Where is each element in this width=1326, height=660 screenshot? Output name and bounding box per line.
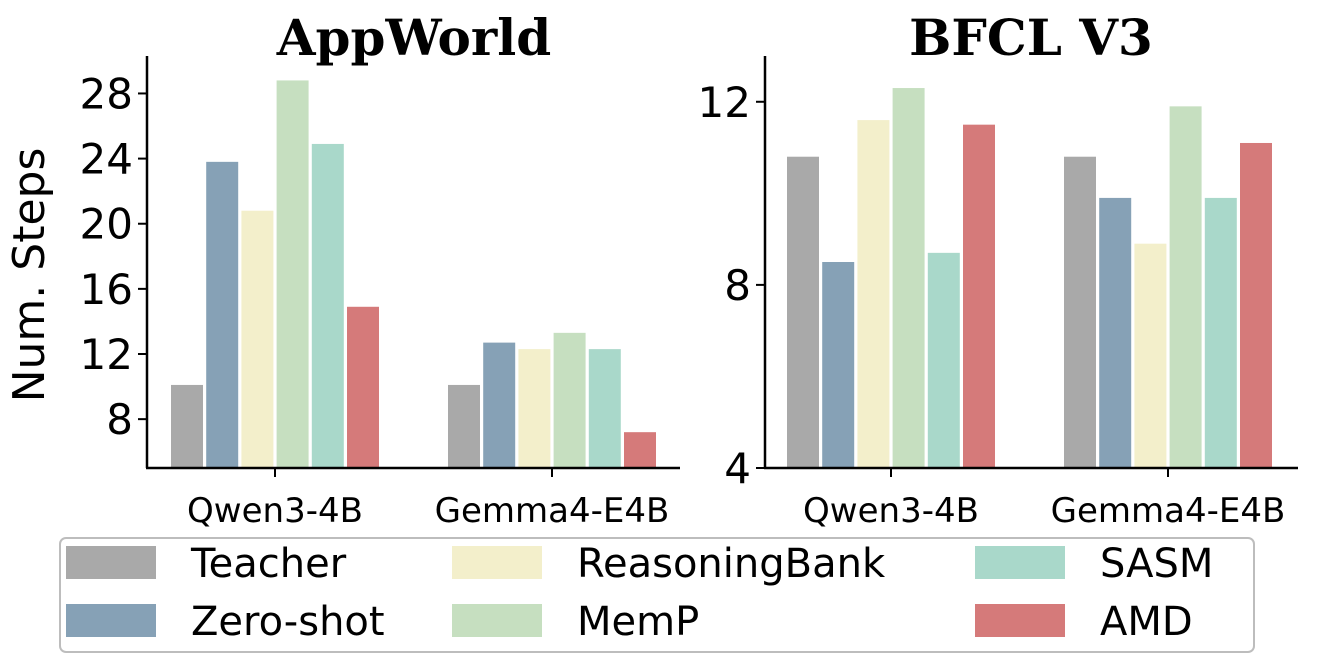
legend-label: AMD (1100, 599, 1193, 645)
legend-label: Teacher (190, 541, 347, 587)
bfcl-y-ticks: 4 8 12 (698, 78, 765, 493)
y-tick-label: 4 (724, 444, 751, 493)
y-tick-label: 12 (698, 78, 751, 127)
bar-amd-gemma4-e4b (624, 432, 656, 468)
legend: Teacher Zero-shot ReasoningBank MemP SASM AMD (59, 537, 1255, 653)
appworld-y-ticks: 8 12 16 20 24 28 (80, 69, 147, 444)
legend-frame (59, 537, 1255, 653)
bar-sasm-qwen3-4b (927, 252, 960, 468)
legend-label: Zero-shot (191, 599, 385, 645)
legend-swatch (452, 546, 542, 579)
y-tick-label: 12 (80, 330, 133, 379)
bfcl-bars (787, 88, 1272, 469)
bar-amd-qwen3-4b (963, 124, 995, 469)
bar-reasoningbank-qwen3-4b (241, 210, 274, 468)
appworld-category-label: Gemma4-E4B (435, 491, 670, 531)
bar-memp-qwen3-4b (276, 80, 309, 468)
legend-swatch (975, 546, 1065, 579)
y-tick-label: 20 (80, 200, 133, 249)
legend-label: ReasoningBank (577, 541, 886, 587)
appworld-bars (171, 80, 656, 469)
legend-items: Teacher Zero-shot ReasoningBank MemP SASM AMD (66, 541, 1213, 645)
bar-teacher-qwen3-4b (787, 156, 819, 468)
bar-reasoningbank-gemma4-e4b (1134, 243, 1167, 468)
appworld-title: AppWorld (276, 8, 551, 67)
appworld-category-label: Qwen3-4B (187, 491, 363, 531)
bar-reasoningbank-gemma4-e4b (518, 349, 551, 468)
bar-amd-qwen3-4b (347, 306, 379, 468)
bar-memp-qwen3-4b (892, 88, 925, 469)
legend-swatch (452, 604, 542, 637)
bar-teacher-gemma4-e4b (448, 384, 480, 468)
bfcl-title: BFCL V3 (909, 8, 1153, 67)
bar-sasm-gemma4-e4b (1204, 197, 1237, 468)
legend-swatch (975, 604, 1065, 637)
bar-zero-shot-qwen3-4b (822, 262, 855, 468)
bfcl-category-label: Qwen3-4B (803, 491, 979, 531)
bar-zero-shot-gemma4-e4b (1099, 197, 1132, 468)
bar-sasm-qwen3-4b (311, 143, 344, 468)
bar-amd-gemma4-e4b (1240, 142, 1272, 468)
bfcl-category-label: Gemma4-E4B (1051, 491, 1286, 531)
bar-sasm-gemma4-e4b (588, 349, 621, 468)
bar-zero-shot-gemma4-e4b (483, 342, 516, 468)
appworld-panel: AppWorld Num. Steps 8 12 16 20 24 28 Qwen3-4B… (4, 8, 680, 531)
legend-swatch (66, 546, 156, 579)
legend-swatch (66, 604, 156, 637)
bfcl-panel: BFCL V3 4 8 12 Qwen3-4B Gemma4-E4B (698, 8, 1298, 531)
y-tick-label: 8 (724, 261, 751, 310)
y-tick-label: 8 (106, 395, 133, 444)
bar-teacher-qwen3-4b (171, 384, 203, 468)
bar-teacher-gemma4-e4b (1064, 156, 1096, 468)
bar-reasoningbank-qwen3-4b (857, 120, 890, 468)
bar-memp-gemma4-e4b (553, 332, 586, 468)
legend-label: SASM (1100, 541, 1213, 587)
bar-memp-gemma4-e4b (1169, 106, 1202, 468)
y-axis-label: Num. Steps (4, 148, 55, 403)
bar-zero-shot-qwen3-4b (206, 161, 239, 469)
y-tick-label: 24 (80, 135, 133, 184)
y-tick-label: 28 (80, 69, 133, 118)
y-tick-label: 16 (80, 265, 133, 314)
legend-label: MemP (577, 599, 699, 645)
